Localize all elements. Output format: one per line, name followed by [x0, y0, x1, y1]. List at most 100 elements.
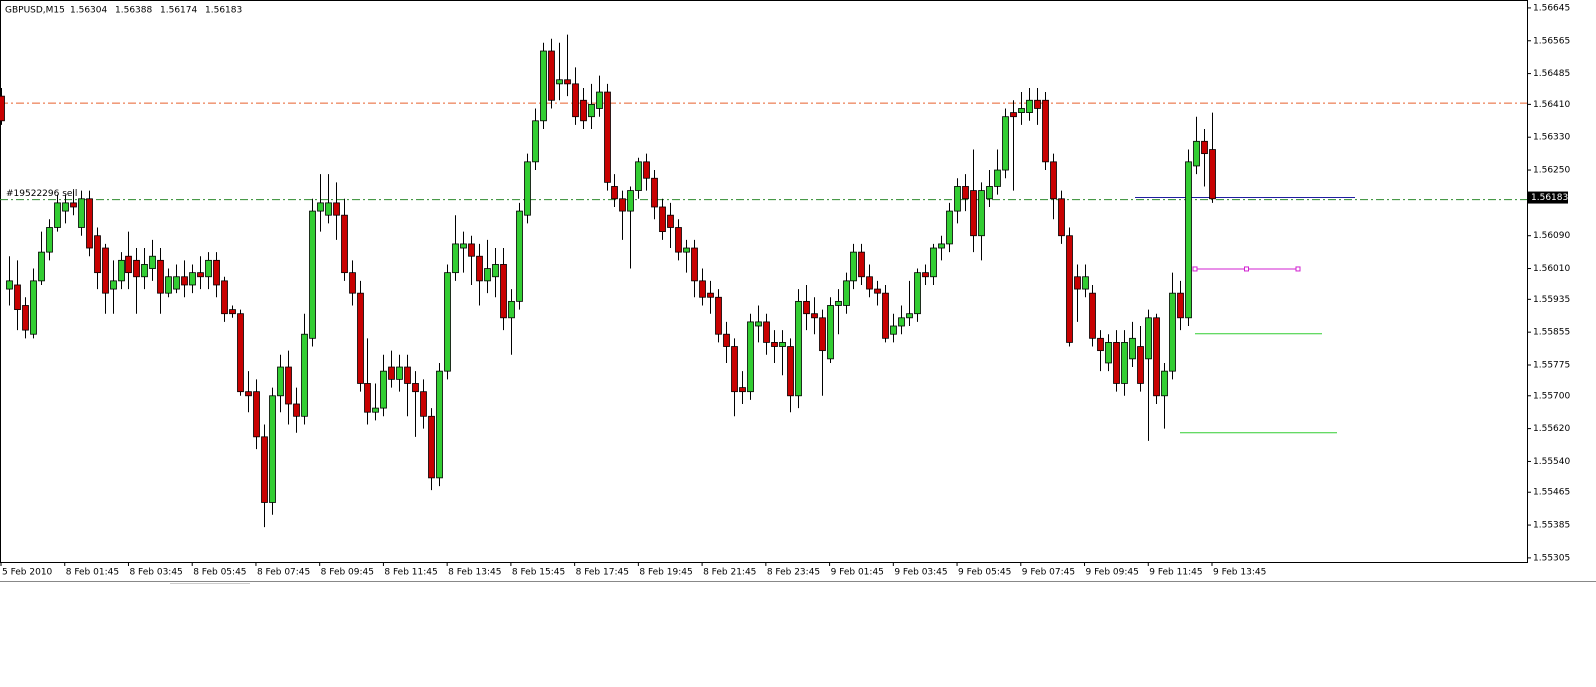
candle-body	[532, 120, 539, 163]
candle-body	[357, 292, 364, 384]
candle-body	[938, 243, 945, 249]
candle-body	[588, 103, 595, 118]
candle-body	[444, 272, 451, 372]
x-tick-label: 9 Feb 01:45	[831, 568, 884, 578]
candle-body	[556, 79, 563, 85]
candle-body	[301, 333, 308, 417]
y-tick-label: 1.55465	[1533, 488, 1570, 498]
candle-body	[747, 321, 754, 393]
candle-body	[1018, 108, 1025, 113]
candle-body	[1185, 161, 1192, 319]
candle-body	[325, 202, 332, 216]
candle-body	[412, 383, 419, 393]
candle-body	[22, 305, 29, 331]
candle-body	[890, 325, 897, 335]
candle-body	[683, 247, 690, 253]
plot-frame	[0, 0, 1528, 563]
y-tick-label: 1.55540	[1533, 457, 1570, 467]
price-marker	[1528, 191, 1568, 204]
candle-body	[1121, 342, 1128, 384]
candle-body	[739, 387, 746, 393]
candle-body	[930, 247, 937, 278]
candle-body	[946, 210, 953, 245]
candle-body	[46, 227, 53, 253]
candle-body	[819, 317, 826, 352]
candle-body	[970, 190, 977, 237]
candle-body	[372, 407, 379, 413]
x-tick-label: 5 Feb 2010	[2, 568, 53, 578]
candle-body	[850, 251, 857, 282]
y-tick-label: 1.56565	[1533, 36, 1570, 46]
candle-body	[596, 91, 603, 109]
x-tick-label: 8 Feb 21:45	[703, 568, 756, 578]
candle-body	[86, 198, 93, 249]
y-tick-label: 1.56330	[1533, 133, 1570, 143]
candle-body	[468, 243, 475, 257]
candle-body	[1034, 99, 1041, 109]
candle-body	[181, 276, 188, 286]
candle-body	[508, 300, 515, 319]
candle-body	[333, 202, 340, 216]
candle-body	[349, 272, 356, 294]
header-close: 1.56183	[205, 6, 242, 16]
candle-body	[731, 346, 738, 393]
candle-body	[643, 161, 650, 179]
x-tick-label: 8 Feb 03:45	[129, 568, 182, 578]
x-tick-label: 9 Feb 07:45	[1022, 568, 1075, 578]
y-tick-label: 1.56485	[1533, 69, 1570, 79]
candle-body	[572, 83, 579, 118]
y-tick-label: 1.56090	[1533, 231, 1570, 241]
candle-body	[898, 317, 905, 327]
candle-body	[436, 370, 443, 479]
candle-body	[667, 214, 674, 228]
candle-body	[1161, 370, 1168, 397]
candle-body	[1153, 317, 1160, 397]
candle-body	[38, 251, 45, 282]
candle-body	[540, 50, 547, 122]
candle-body	[285, 366, 292, 405]
x-tick-label: 9 Feb 05:45	[958, 568, 1011, 578]
candle-body	[197, 272, 204, 278]
candle-body	[811, 313, 818, 319]
candle-body	[269, 395, 276, 503]
candle-body	[906, 313, 913, 319]
candle-body	[380, 370, 387, 409]
candle-body	[277, 366, 284, 397]
candle-body	[492, 264, 499, 278]
segment-handle	[1295, 266, 1301, 272]
candle-body	[1113, 342, 1120, 384]
candle-body	[420, 391, 427, 417]
candle-body	[14, 284, 21, 310]
candle-body	[1177, 292, 1184, 319]
candle-body	[755, 321, 762, 327]
candle-body	[962, 186, 969, 200]
candle-body	[627, 190, 634, 212]
candle-body	[141, 264, 148, 278]
x-tick-label: 8 Feb 11:45	[384, 568, 437, 578]
segment-handle	[1192, 266, 1198, 272]
candle-body	[675, 227, 682, 253]
candle-body	[922, 272, 929, 278]
candle-body	[1169, 292, 1176, 372]
candle-body	[699, 280, 706, 298]
candle-body	[62, 202, 69, 212]
candle-body	[914, 272, 921, 315]
candle-body	[707, 292, 714, 298]
candle-body	[30, 280, 37, 335]
candle-body	[691, 247, 698, 282]
candle-body	[1082, 276, 1089, 290]
candle-body	[1010, 112, 1017, 118]
candle-body	[858, 251, 865, 278]
candle-body	[165, 276, 172, 294]
candle-body	[651, 177, 658, 208]
candle-body	[882, 292, 889, 339]
candle-body	[404, 366, 411, 384]
candle-body	[604, 91, 611, 183]
candle-body	[1193, 140, 1200, 167]
order-label: #19522296 sell	[6, 189, 77, 199]
header-low: 1.56174	[160, 6, 197, 16]
candle-body	[125, 255, 132, 274]
candle-body	[835, 300, 842, 306]
x-tick-label: 8 Feb 05:45	[193, 568, 246, 578]
